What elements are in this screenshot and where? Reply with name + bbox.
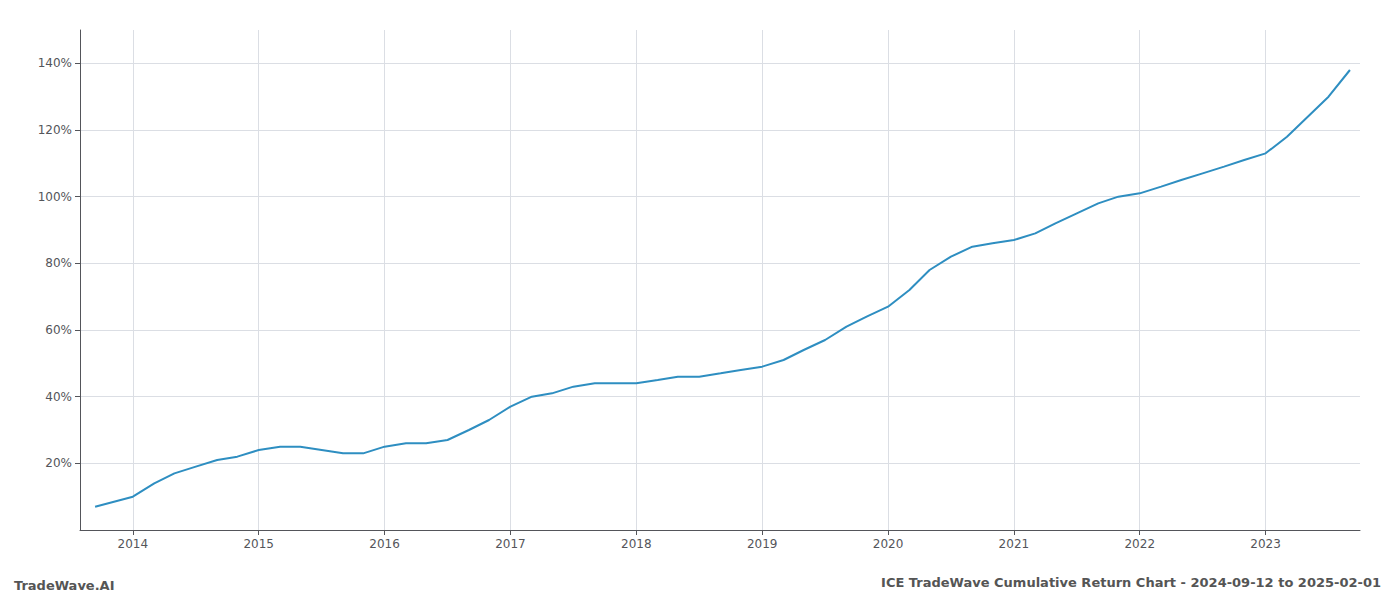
svg-text:60%: 60% bbox=[45, 323, 72, 337]
svg-text:ICE TradeWave Cumulative Retur: ICE TradeWave Cumulative Return Chart - … bbox=[881, 575, 1381, 590]
svg-text:TradeWave.AI: TradeWave.AI bbox=[14, 578, 115, 593]
svg-text:2022: 2022 bbox=[1124, 537, 1155, 551]
svg-text:2017: 2017 bbox=[495, 537, 526, 551]
svg-text:140%: 140% bbox=[38, 56, 72, 70]
svg-text:2015: 2015 bbox=[243, 537, 274, 551]
svg-text:2021: 2021 bbox=[999, 537, 1030, 551]
svg-text:40%: 40% bbox=[45, 390, 72, 404]
svg-text:2019: 2019 bbox=[747, 537, 778, 551]
svg-text:2018: 2018 bbox=[621, 537, 652, 551]
svg-text:2014: 2014 bbox=[118, 537, 149, 551]
svg-text:20%: 20% bbox=[45, 456, 72, 470]
svg-text:2020: 2020 bbox=[873, 537, 904, 551]
svg-text:2016: 2016 bbox=[369, 537, 400, 551]
svg-text:120%: 120% bbox=[38, 123, 72, 137]
svg-text:80%: 80% bbox=[45, 256, 72, 270]
svg-text:100%: 100% bbox=[38, 190, 72, 204]
svg-text:2023: 2023 bbox=[1250, 537, 1281, 551]
